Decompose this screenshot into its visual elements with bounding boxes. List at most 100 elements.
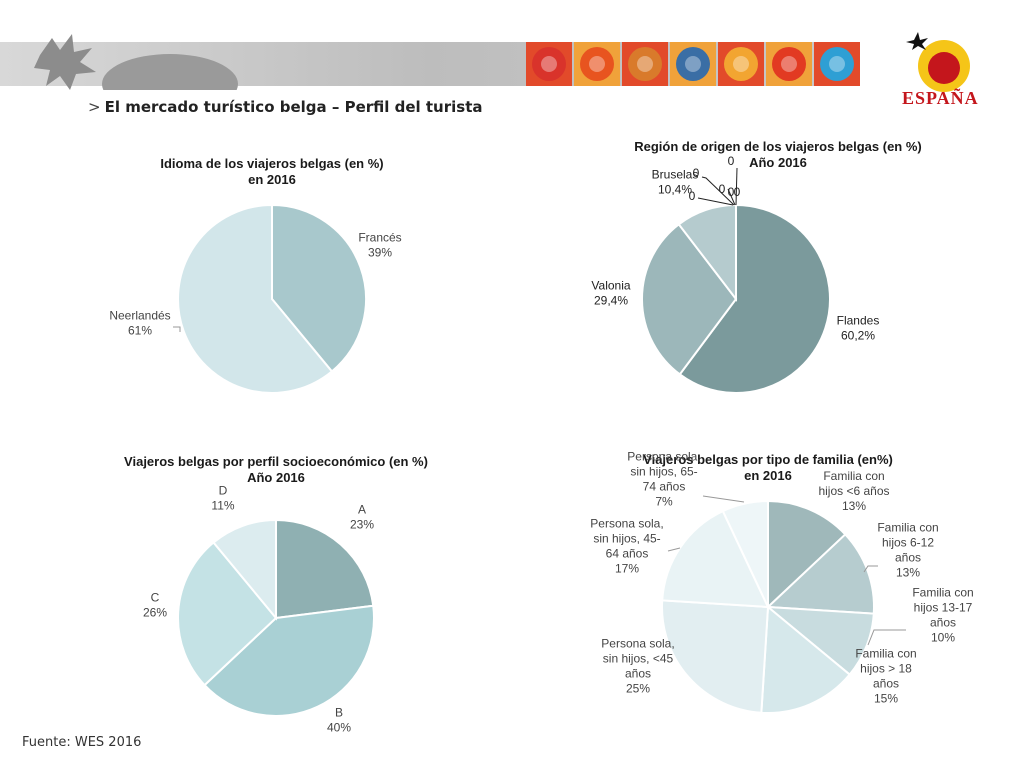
source-note: Fuente: WES 2016 bbox=[22, 735, 142, 750]
slice-label: 10,4% bbox=[658, 183, 692, 197]
brand-wordmark: ESPAÑA bbox=[902, 88, 979, 108]
slice-label: años bbox=[873, 677, 899, 691]
tile-3 bbox=[622, 42, 668, 86]
slice-label: años bbox=[895, 551, 921, 565]
slice-label: Familia con bbox=[877, 521, 938, 535]
slice-label: sin hijos, 45- bbox=[593, 532, 660, 546]
slice-label: 40% bbox=[327, 721, 351, 735]
title-arrow: > bbox=[88, 98, 101, 116]
pie-slice-3 bbox=[677, 203, 737, 302]
pie-slice-5 bbox=[661, 599, 770, 714]
slice-label: Familia con bbox=[912, 586, 973, 600]
slice-label: años bbox=[625, 667, 651, 681]
zero-label: 0 bbox=[689, 189, 696, 203]
slice-label: Persona sola, bbox=[590, 517, 663, 531]
slice-label: hijos <6 años bbox=[818, 484, 889, 498]
slice-label: 11% bbox=[211, 499, 234, 513]
pie-chart-4: Viajeros belgas por tipo de familia (en%… bbox=[590, 450, 974, 714]
slice-label: 13% bbox=[842, 499, 866, 513]
leader-line bbox=[735, 167, 738, 206]
leader-line bbox=[667, 547, 681, 552]
slice-label: Familia con bbox=[855, 647, 916, 661]
leader-line bbox=[863, 565, 878, 573]
slice-label: Familia con bbox=[823, 469, 884, 483]
zero-label: 0 bbox=[693, 166, 700, 180]
tile-1 bbox=[526, 42, 572, 86]
slice-label: 26% bbox=[143, 606, 167, 620]
pie-slice-2 bbox=[203, 604, 375, 717]
pie-slice-2 bbox=[640, 222, 738, 376]
chart-title: Viajeros belgas por perfil socioeconómic… bbox=[124, 454, 428, 469]
chart-title: Región de origen de los viajeros belgas … bbox=[634, 139, 922, 154]
chart-title: en 2016 bbox=[744, 468, 792, 483]
tile-6 bbox=[766, 42, 812, 86]
leader-line bbox=[701, 176, 735, 206]
slice-label: 39% bbox=[368, 246, 392, 260]
pie-slice-1 bbox=[275, 518, 375, 620]
slice-label: sin hijos, 65- bbox=[630, 465, 697, 479]
header-image-tiles bbox=[526, 42, 862, 86]
slice-label: años bbox=[930, 616, 956, 630]
leader-line bbox=[702, 495, 745, 503]
slice-label: 60,2% bbox=[841, 329, 875, 343]
pie-slice-6 bbox=[661, 509, 770, 609]
pie-chart-1: Idioma de los viajeros belgas (en %)en 2… bbox=[109, 156, 402, 394]
slice-label: A bbox=[358, 503, 366, 517]
page-title-text: El mercado turístico belga – Perfil del … bbox=[104, 98, 483, 116]
pie-slice-1 bbox=[767, 499, 847, 610]
slice-label: C bbox=[151, 591, 160, 605]
slice-label: Flandes bbox=[837, 314, 880, 328]
chart-title: Viajeros belgas por tipo de familia (en%… bbox=[643, 452, 893, 467]
slice-label: Valonia bbox=[591, 279, 630, 293]
slice-label: 7% bbox=[655, 495, 673, 509]
zero-label: 0 bbox=[719, 182, 726, 196]
slice-label: hijos 6-12 bbox=[882, 536, 934, 550]
slice-label: 23% bbox=[350, 518, 374, 532]
pie-chart-2: Región de origen de los viajeros belgas … bbox=[591, 139, 922, 394]
slice-label: hijos > 18 bbox=[860, 662, 912, 676]
slice-label: 25% bbox=[626, 682, 650, 696]
pie-slice-2 bbox=[765, 533, 875, 615]
tile-5 bbox=[718, 42, 764, 86]
pie-chart-3: Viajeros belgas por perfil socioeconómic… bbox=[124, 454, 428, 735]
slice-label: Persona sola, bbox=[601, 637, 674, 651]
zero-label: 0 bbox=[734, 185, 741, 199]
slice-label: 15% bbox=[874, 692, 898, 706]
pie-slice-7 bbox=[721, 499, 769, 608]
slice-label: Bruselas bbox=[652, 168, 699, 182]
slice-label: 13% bbox=[896, 566, 920, 580]
slice-label: B bbox=[335, 706, 343, 720]
chart-title: Año 2016 bbox=[749, 155, 807, 170]
pie-slice-1 bbox=[678, 203, 831, 394]
slice-label: 29,4% bbox=[594, 294, 628, 308]
slice-label: 74 años bbox=[643, 480, 686, 494]
chart-title: Año 2016 bbox=[247, 470, 305, 485]
tile-7 bbox=[814, 42, 860, 86]
zero-label: 0 bbox=[728, 185, 735, 199]
pie-slice-2 bbox=[177, 203, 334, 394]
pie-slice-3 bbox=[177, 541, 278, 687]
leader-line bbox=[697, 197, 734, 206]
espana-logo bbox=[906, 32, 970, 92]
page-title: > El mercado turístico belga – Perfil del… bbox=[88, 98, 483, 116]
slice-label: Neerlandés bbox=[109, 309, 170, 323]
zero-label: 0 bbox=[728, 154, 735, 168]
slice-label: Persona sola, bbox=[627, 450, 700, 464]
pie-slice-4 bbox=[760, 604, 852, 714]
tile-4 bbox=[670, 42, 716, 86]
slice-label: D bbox=[219, 484, 228, 498]
slice-label: sin hijos, <45 bbox=[603, 652, 674, 666]
slice-label: 17% bbox=[615, 562, 639, 576]
pie-slice-4 bbox=[212, 518, 277, 621]
chart-title: Idioma de los viajeros belgas (en %) bbox=[160, 156, 383, 171]
leader-line bbox=[727, 188, 736, 206]
chart-title: en 2016 bbox=[248, 172, 296, 187]
leader-line bbox=[867, 629, 906, 646]
leader-line bbox=[173, 326, 181, 332]
slice-label: 61% bbox=[128, 324, 152, 338]
slice-label: hijos 13-17 bbox=[914, 601, 973, 615]
slice-label: 64 años bbox=[606, 547, 649, 561]
pie-slice-1 bbox=[271, 203, 367, 373]
tile-2 bbox=[574, 42, 620, 86]
